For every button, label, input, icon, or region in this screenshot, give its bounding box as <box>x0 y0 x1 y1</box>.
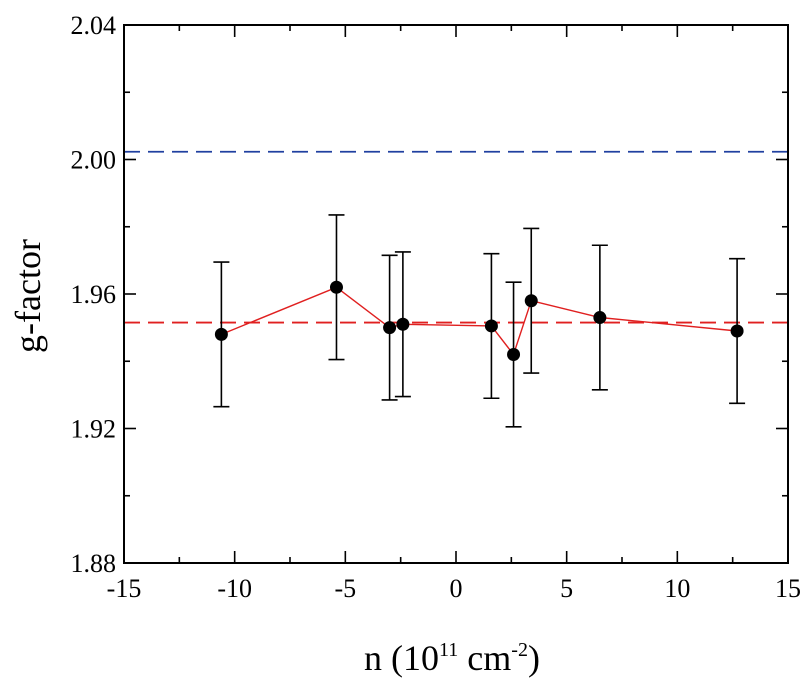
data-point-3 <box>396 317 410 331</box>
x-axis-label: n (1011 cm-2) <box>364 638 540 678</box>
y-tick-label: 1.88 <box>71 549 117 578</box>
plot-area <box>124 150 788 428</box>
data-point-2 <box>383 321 397 335</box>
data-point-6 <box>524 294 538 308</box>
x-tick-label: -10 <box>217 574 252 603</box>
axes: -15 -10 -5 0 5 10 15 1.88 1.92 1.96 2.00 2.04 <box>71 11 802 603</box>
series-line <box>221 286 738 356</box>
y-axis-label: g-factor <box>8 239 48 353</box>
y-tick-label: 2.04 <box>71 11 117 40</box>
data-point-8 <box>730 324 744 338</box>
data-point-5 <box>507 348 521 362</box>
y-tick-label: 2.00 <box>71 146 117 175</box>
y-tick-label: 1.96 <box>71 280 117 309</box>
x-tick-label: -5 <box>334 574 356 603</box>
data-point-7 <box>593 311 607 325</box>
x-tick-label: -15 <box>107 574 142 603</box>
plot-frame <box>123 24 789 564</box>
y-tick-label: 1.92 <box>71 415 117 444</box>
x-tick-label: 15 <box>775 574 801 603</box>
data-point-1 <box>329 280 343 294</box>
x-tick-label: 0 <box>450 574 463 603</box>
data-point-4 <box>484 319 498 333</box>
x-tick-label: 10 <box>664 574 690 603</box>
x-tick-label: 5 <box>560 574 573 603</box>
data-point-0 <box>214 327 228 341</box>
